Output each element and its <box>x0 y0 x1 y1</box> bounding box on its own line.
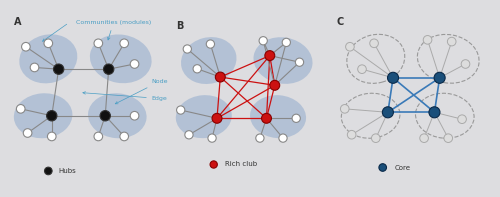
Text: B: B <box>176 21 183 31</box>
Ellipse shape <box>88 93 146 138</box>
Circle shape <box>372 134 380 142</box>
Circle shape <box>100 111 110 121</box>
Circle shape <box>340 105 349 113</box>
Circle shape <box>388 72 398 83</box>
Text: Rich club: Rich club <box>225 162 258 167</box>
Circle shape <box>346 42 354 51</box>
Circle shape <box>282 38 290 46</box>
Circle shape <box>30 63 39 72</box>
Circle shape <box>279 134 287 142</box>
Circle shape <box>210 161 218 168</box>
Circle shape <box>358 65 366 73</box>
Circle shape <box>370 39 378 48</box>
Circle shape <box>444 134 452 142</box>
Circle shape <box>348 130 356 139</box>
Text: Core: Core <box>395 164 411 170</box>
Circle shape <box>265 51 275 60</box>
Circle shape <box>24 129 32 137</box>
Circle shape <box>256 134 264 142</box>
Text: A: A <box>14 17 22 27</box>
Circle shape <box>448 37 456 46</box>
Circle shape <box>44 39 52 48</box>
Ellipse shape <box>176 95 232 138</box>
Circle shape <box>461 60 470 68</box>
Circle shape <box>94 132 102 141</box>
Circle shape <box>379 164 386 171</box>
Circle shape <box>22 42 30 51</box>
Circle shape <box>94 39 102 48</box>
Circle shape <box>434 72 445 83</box>
Circle shape <box>270 80 280 90</box>
Circle shape <box>429 107 440 118</box>
Circle shape <box>183 45 192 53</box>
Circle shape <box>420 134 428 142</box>
Circle shape <box>262 113 272 123</box>
Circle shape <box>296 58 304 66</box>
Circle shape <box>46 111 57 121</box>
Circle shape <box>208 134 216 142</box>
Circle shape <box>104 64 114 74</box>
Circle shape <box>458 115 466 124</box>
Circle shape <box>120 132 128 141</box>
Text: Hubs: Hubs <box>58 168 76 174</box>
Ellipse shape <box>20 34 78 83</box>
Circle shape <box>212 113 222 123</box>
Ellipse shape <box>254 37 312 84</box>
Circle shape <box>16 105 25 113</box>
Ellipse shape <box>90 34 152 83</box>
Circle shape <box>130 112 139 120</box>
Circle shape <box>120 39 128 48</box>
Text: Edge: Edge <box>83 92 168 101</box>
Circle shape <box>130 60 139 68</box>
Ellipse shape <box>14 93 72 138</box>
Circle shape <box>176 106 185 114</box>
Ellipse shape <box>250 95 306 138</box>
Circle shape <box>382 107 394 118</box>
Text: Communities (modules): Communities (modules) <box>76 20 151 40</box>
Circle shape <box>216 72 225 82</box>
Text: C: C <box>336 17 344 27</box>
Circle shape <box>44 167 52 175</box>
Circle shape <box>193 65 202 73</box>
Circle shape <box>54 64 64 74</box>
Circle shape <box>292 114 300 122</box>
Circle shape <box>259 37 268 45</box>
Ellipse shape <box>181 37 236 84</box>
Circle shape <box>48 132 56 141</box>
Text: Node: Node <box>116 79 168 104</box>
Circle shape <box>423 35 432 44</box>
Circle shape <box>206 40 214 48</box>
Circle shape <box>185 131 193 139</box>
